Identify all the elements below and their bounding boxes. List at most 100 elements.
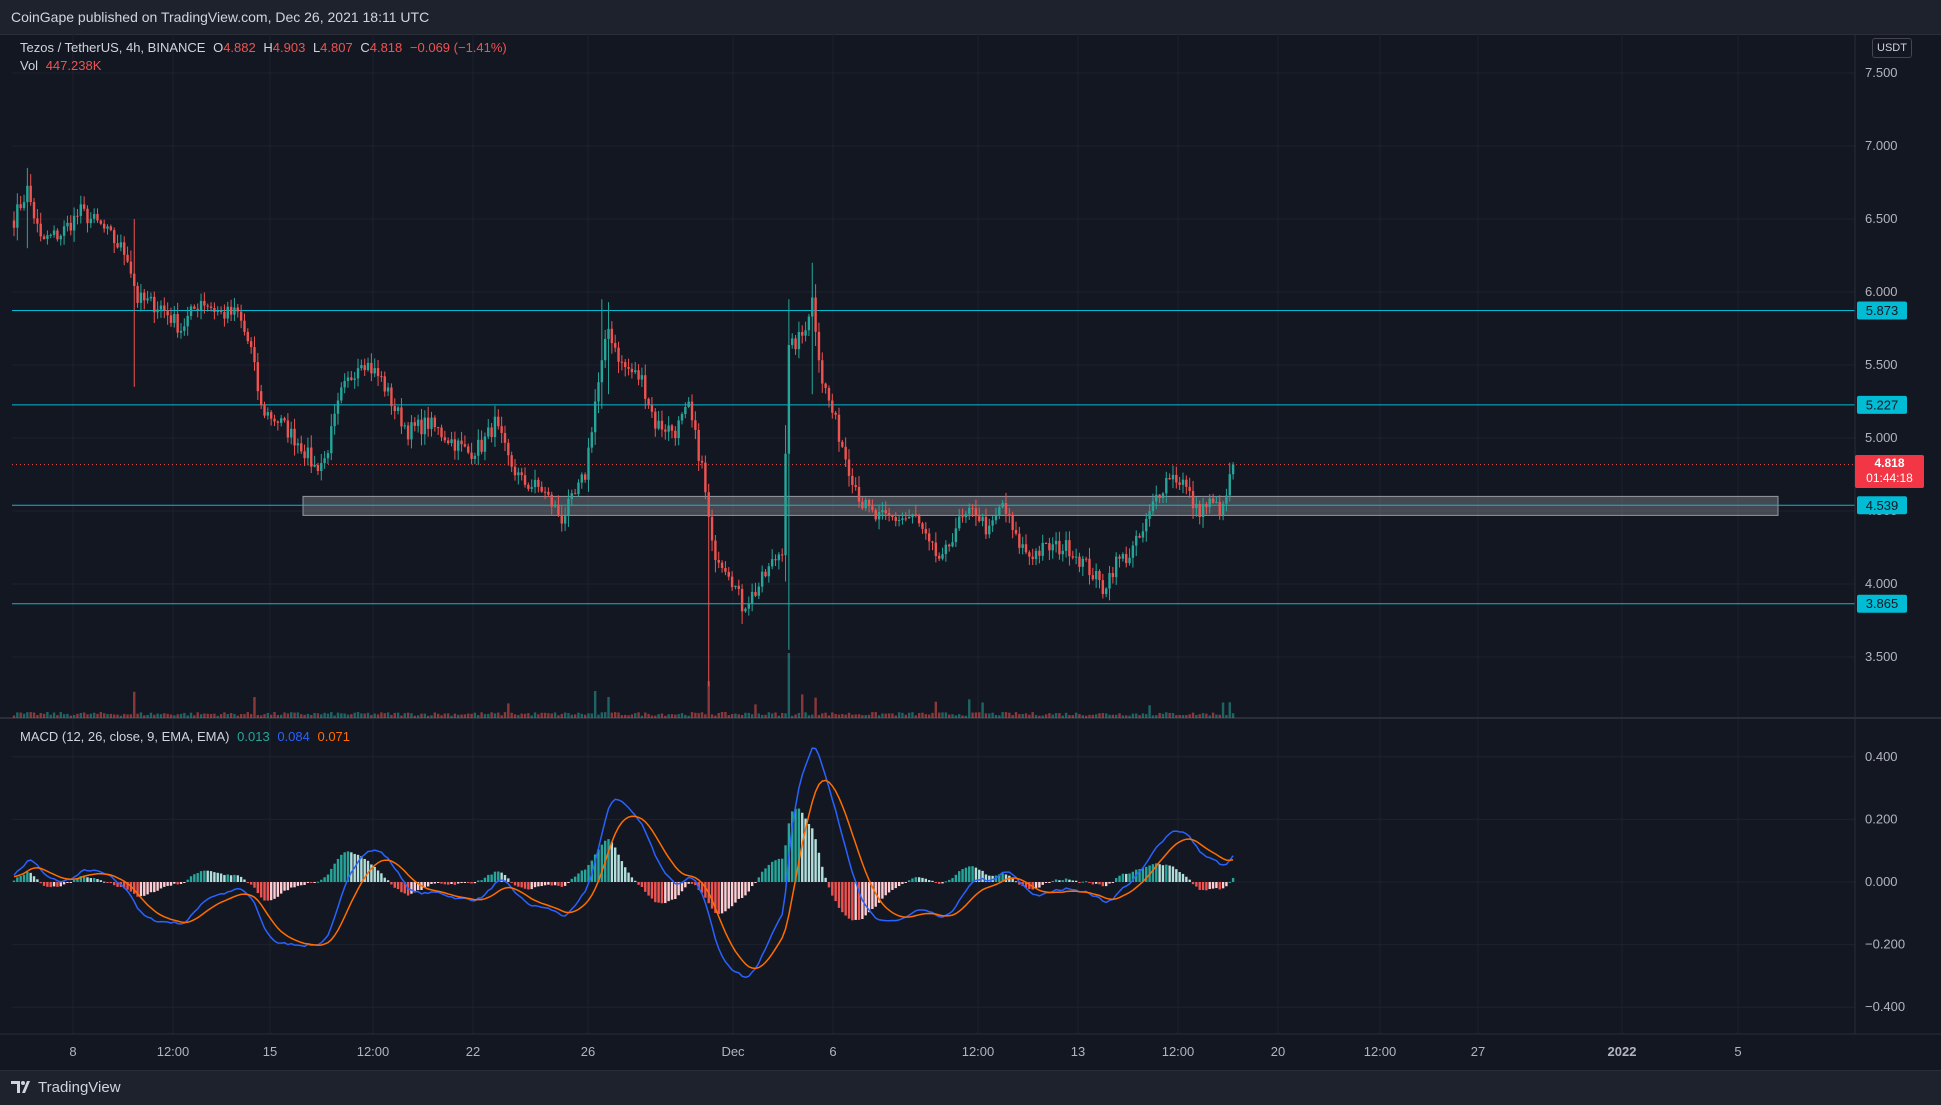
candle-body bbox=[490, 427, 493, 437]
candle-body bbox=[941, 554, 944, 559]
macd-histogram-bar bbox=[964, 867, 968, 882]
volume-bar bbox=[133, 691, 136, 718]
volume-bar bbox=[413, 715, 416, 718]
volume-bar bbox=[794, 714, 797, 718]
volume-bar bbox=[1125, 715, 1128, 718]
volume-bar bbox=[707, 681, 710, 718]
volume-bar bbox=[390, 714, 393, 718]
macd-histogram-bar bbox=[396, 882, 400, 890]
candle-body bbox=[477, 439, 480, 456]
volume-bar bbox=[517, 714, 520, 718]
macd-histogram-bar bbox=[767, 864, 771, 882]
candle-body bbox=[330, 426, 333, 454]
macd-histogram-bar bbox=[700, 882, 704, 893]
macd-histogram-bar bbox=[644, 882, 647, 892]
volume-bar bbox=[690, 712, 694, 718]
macd-histogram-bar bbox=[1018, 882, 1021, 885]
candle-body bbox=[560, 514, 563, 524]
volume-bar bbox=[1008, 712, 1011, 718]
candle-body bbox=[390, 387, 393, 407]
volume-bar bbox=[467, 713, 470, 718]
macd-histogram-bar bbox=[1068, 879, 1071, 882]
macd-histogram-bar bbox=[894, 882, 897, 889]
volume-bar bbox=[106, 714, 109, 718]
macd-histogram-bar bbox=[233, 874, 236, 882]
candle-body bbox=[1151, 501, 1155, 512]
volume-bar bbox=[1088, 714, 1091, 718]
volume-bar bbox=[901, 712, 904, 718]
candle-body bbox=[199, 300, 203, 311]
volume-bar bbox=[226, 714, 229, 718]
volume-bar bbox=[934, 701, 938, 718]
volume-bar bbox=[640, 715, 644, 718]
macd-histogram-bar bbox=[62, 882, 66, 885]
candle-body bbox=[1038, 550, 1041, 556]
macd-histogram-bar bbox=[717, 882, 720, 915]
macd-histogram-bar bbox=[660, 882, 664, 904]
macd-histogram-bar bbox=[333, 863, 336, 882]
candle-body bbox=[1191, 490, 1195, 509]
macd-histogram-bar bbox=[750, 882, 754, 887]
candle-body bbox=[657, 420, 660, 429]
macd-hist-value: 0.013 bbox=[237, 729, 270, 744]
price-chart[interactable]: 7.5007.0006.5006.0005.5005.0004.5004.000… bbox=[0, 34, 1941, 1070]
volume-bar bbox=[153, 714, 156, 718]
volume-bar bbox=[1158, 712, 1161, 718]
currency-selector[interactable]: USDT bbox=[1872, 38, 1912, 58]
candle-body bbox=[1024, 544, 1028, 553]
macd-histogram-bar bbox=[213, 872, 216, 882]
macd-histogram-bar bbox=[520, 882, 523, 888]
macd-histogram-bar bbox=[36, 879, 39, 882]
candle-body bbox=[543, 491, 547, 493]
candle-body bbox=[974, 508, 978, 517]
volume-bar bbox=[874, 712, 877, 718]
volume-bar bbox=[343, 713, 346, 718]
volume-bar bbox=[497, 712, 500, 718]
macd-histogram-bar bbox=[533, 882, 537, 888]
macd-histogram-bar bbox=[694, 882, 697, 886]
volume-bar bbox=[730, 714, 734, 718]
time-tick-label: 2022 bbox=[1608, 1044, 1637, 1059]
candle-body bbox=[1078, 556, 1081, 567]
candle-body bbox=[1021, 544, 1024, 548]
macd-histogram-bar bbox=[998, 874, 1001, 882]
macd-histogram-bar bbox=[206, 870, 209, 882]
candle-body bbox=[1218, 502, 1221, 517]
candle-body bbox=[784, 453, 787, 556]
candle-body bbox=[79, 204, 82, 216]
volume-bar bbox=[203, 713, 206, 718]
volume-bar bbox=[573, 714, 577, 718]
candle-body bbox=[650, 405, 654, 412]
macd-histogram-bar bbox=[433, 882, 437, 884]
macd-histogram-bar bbox=[921, 877, 924, 882]
candle-body bbox=[159, 305, 163, 310]
volume-bar bbox=[156, 713, 159, 718]
candle-body bbox=[874, 510, 877, 520]
candle-body bbox=[1088, 558, 1091, 576]
volume-bar bbox=[219, 714, 223, 718]
macd-histogram-bar bbox=[189, 876, 193, 882]
time-tick-label: 12:00 bbox=[157, 1044, 190, 1059]
candle-body bbox=[707, 492, 710, 517]
macd-histogram-bar bbox=[500, 872, 503, 882]
volume-bar bbox=[680, 713, 684, 718]
volume-bar bbox=[567, 713, 570, 718]
candle-body bbox=[527, 484, 530, 489]
macd-histogram-bar bbox=[837, 882, 841, 908]
candle-body bbox=[1135, 535, 1138, 546]
macd-histogram-bar bbox=[366, 860, 370, 882]
volume-bar bbox=[617, 712, 620, 718]
macd-histogram-bar bbox=[219, 873, 223, 882]
candle-body bbox=[877, 512, 881, 520]
candle-body bbox=[844, 446, 847, 460]
macd-histogram-bar bbox=[847, 882, 851, 919]
volume-bar bbox=[500, 715, 503, 718]
macd-histogram-bar bbox=[340, 854, 343, 882]
volume-bar bbox=[1215, 714, 1218, 718]
macd-histogram-bar bbox=[620, 861, 624, 882]
candle-body bbox=[503, 433, 507, 443]
candle-body bbox=[851, 475, 854, 485]
volume-bar bbox=[637, 712, 640, 718]
volume-bar bbox=[630, 714, 634, 718]
candle-body bbox=[1185, 479, 1188, 487]
